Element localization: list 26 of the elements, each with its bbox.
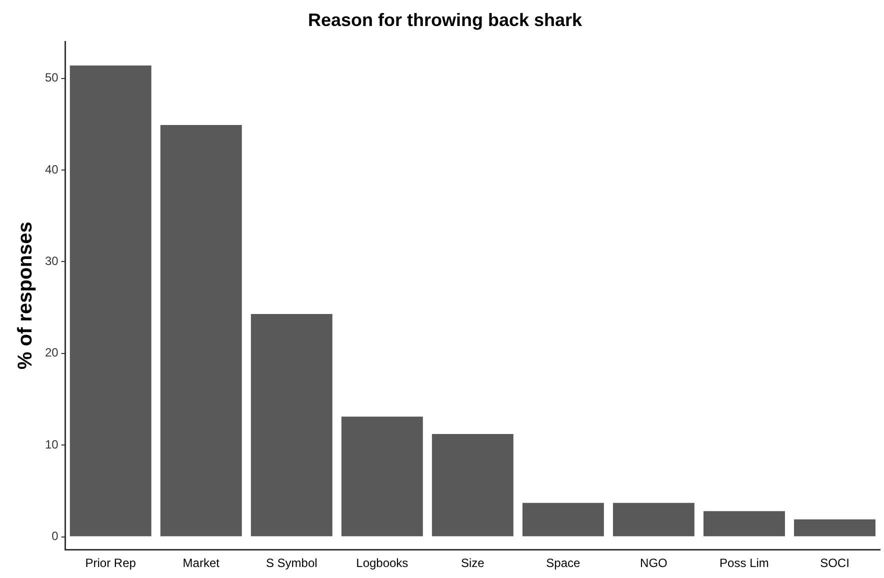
- y-tick-label: 10: [44, 437, 59, 452]
- bar: [703, 511, 785, 536]
- x-tick-label: Space: [546, 556, 581, 570]
- bar: [70, 65, 152, 536]
- bar: [250, 314, 332, 536]
- bar: [160, 125, 242, 536]
- bar: [612, 502, 694, 536]
- x-tick-label: Size: [461, 556, 485, 570]
- y-axis-title: % of responses: [14, 222, 37, 370]
- y-tick-label: 20: [44, 346, 59, 360]
- x-tick-label: Prior Rep: [85, 556, 136, 570]
- x-tick-label: S Symbol: [266, 556, 318, 570]
- bar: [794, 519, 876, 536]
- y-tick-label: 30: [44, 254, 59, 268]
- y-tick-label: 0: [52, 529, 59, 544]
- bar: [522, 502, 604, 536]
- bar: [432, 434, 514, 536]
- x-tick-label: Poss Lim: [720, 556, 769, 570]
- x-tick-label: Market: [182, 556, 220, 570]
- x-tick-label: SOCI: [820, 556, 850, 570]
- y-tick-label: 40: [44, 162, 59, 176]
- x-tick-label: Logbooks: [356, 556, 408, 570]
- x-tick-label: NGO: [640, 556, 668, 570]
- chart-title: Reason for throwing back shark: [308, 10, 584, 30]
- y-tick-label: 50: [44, 70, 59, 85]
- bar: [341, 416, 423, 536]
